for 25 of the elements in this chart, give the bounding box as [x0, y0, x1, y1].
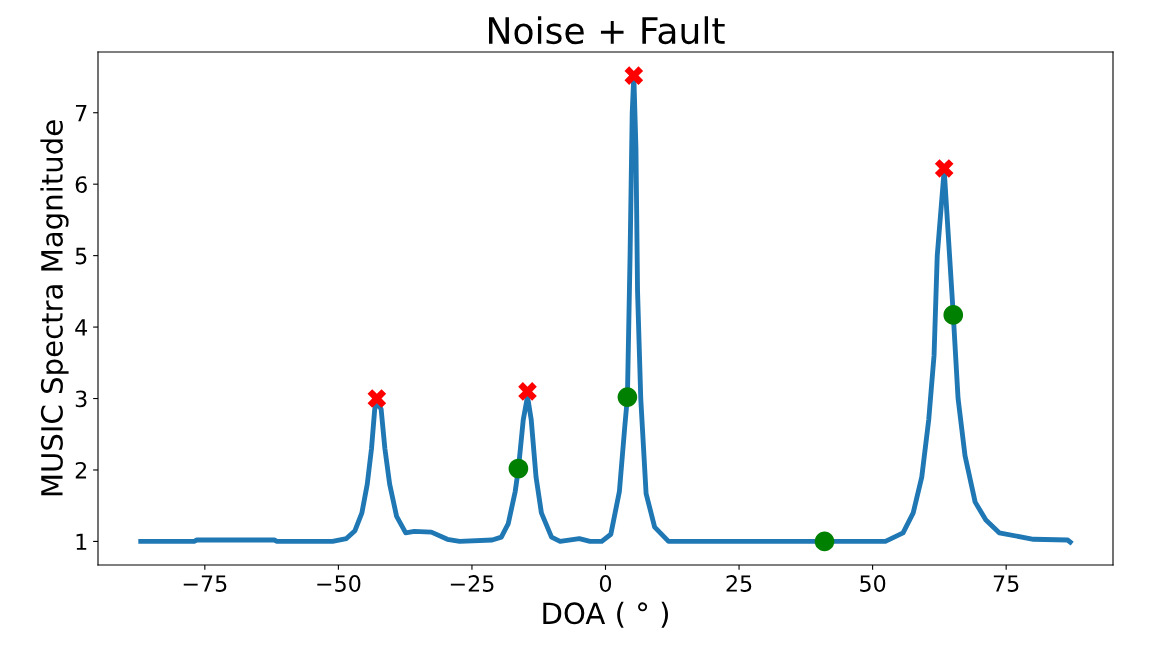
- y-tick-label: 2: [75, 461, 87, 479]
- point: [814, 531, 835, 552]
- x-tick-label: −25: [450, 575, 494, 592]
- point: [508, 458, 529, 479]
- y-tick-label: 6: [75, 176, 87, 193]
- y-tick-label: 7: [75, 104, 87, 122]
- point: [934, 159, 954, 178]
- point: [624, 66, 644, 85]
- chart-title: Noise + Fault: [489, 16, 725, 45]
- x-tick-label: 75: [993, 575, 1019, 592]
- x-tick-label: 50: [860, 575, 886, 592]
- point: [518, 382, 537, 401]
- x-tick-label: −50: [317, 575, 361, 592]
- y-tick-label: 3: [75, 390, 87, 408]
- x-tick-label: −75: [183, 575, 227, 592]
- y-tick-label: 4: [75, 319, 88, 336]
- y-tick-label: 5: [75, 247, 87, 265]
- x-tick-label: 25: [726, 575, 752, 592]
- y-tick-label: 1: [76, 533, 87, 550]
- point: [367, 389, 387, 408]
- y-axis-title: MUSIC Spectra Magnitude: [40, 120, 69, 496]
- point: [617, 387, 638, 407]
- x-tick-label: 0: [599, 575, 612, 592]
- point: [943, 305, 964, 325]
- x-axis-title: DOA ( ° ): [543, 601, 668, 628]
